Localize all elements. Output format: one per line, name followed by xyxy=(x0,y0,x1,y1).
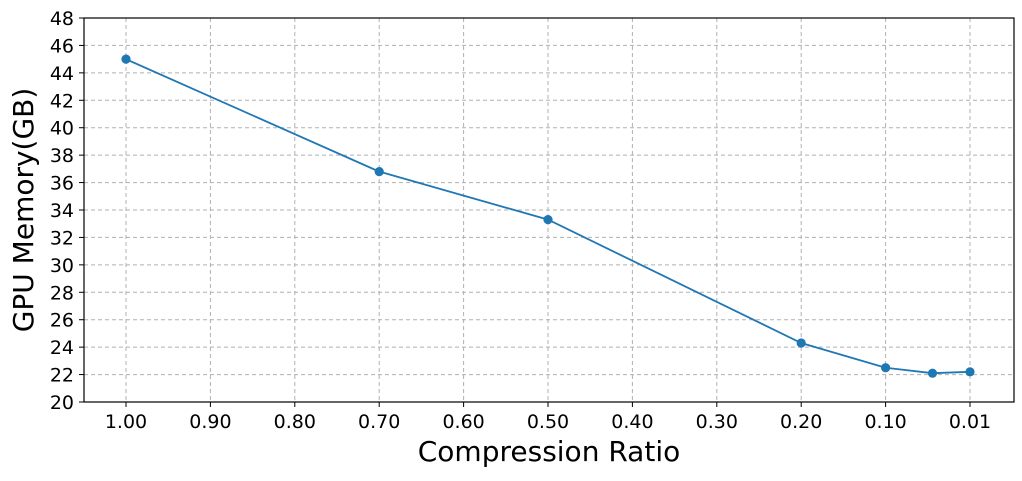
y-tick-label: 46 xyxy=(50,35,74,57)
y-axis-title: GPU Memory(GB) xyxy=(7,88,40,333)
data-point-marker xyxy=(965,367,975,377)
y-tick-label: 28 xyxy=(50,282,74,304)
data-point-marker xyxy=(796,338,806,348)
series-layer xyxy=(121,54,975,378)
y-tick-label: 24 xyxy=(50,337,74,359)
data-point-marker xyxy=(927,368,938,378)
x-tick-label: 1.00 xyxy=(105,411,147,433)
plot-frame xyxy=(83,17,1015,403)
data-point-marker xyxy=(543,215,553,225)
x-tick-label: 0.70 xyxy=(358,411,400,433)
y-tick-label: 20 xyxy=(50,392,74,414)
grid-layer xyxy=(84,17,1014,403)
y-tick-label: 42 xyxy=(50,90,74,112)
data-point-marker xyxy=(374,167,384,177)
ticks-layer: 20 22 24 26 28 30 32 34 36 38 40 42 44 46 48 1.00 0.90 0.… xyxy=(50,8,991,433)
y-tick-label: 44 xyxy=(50,63,74,85)
x-tick-label: 0.20 xyxy=(780,411,822,433)
y-tick-label: 48 xyxy=(50,8,74,30)
data-point-marker xyxy=(121,54,131,64)
y-tick-label: 22 xyxy=(50,365,74,387)
y-tick-label: 36 xyxy=(50,173,74,195)
x-tick-label: 0.60 xyxy=(442,411,484,433)
x-axis-title: Compression Ratio xyxy=(418,435,680,468)
x-tick-label: 0.30 xyxy=(696,411,738,433)
x-tick-label: 0.40 xyxy=(611,411,653,433)
y-tick-label: 34 xyxy=(50,200,74,222)
x-tick-label: 0.90 xyxy=(189,411,231,433)
y-tick-label: 26 xyxy=(50,310,74,332)
x-tick-label: 0.80 xyxy=(274,411,316,433)
data-point-marker xyxy=(881,363,891,373)
y-tick-label: 38 xyxy=(50,145,74,167)
x-tick-label: 0.50 xyxy=(527,411,569,433)
x-tick-label: 0.10 xyxy=(864,411,906,433)
y-tick-label: 32 xyxy=(50,227,74,249)
y-tick-label: 40 xyxy=(50,118,74,140)
y-tick-label: 30 xyxy=(50,255,74,277)
x-tick-label: 0.01 xyxy=(949,411,991,433)
